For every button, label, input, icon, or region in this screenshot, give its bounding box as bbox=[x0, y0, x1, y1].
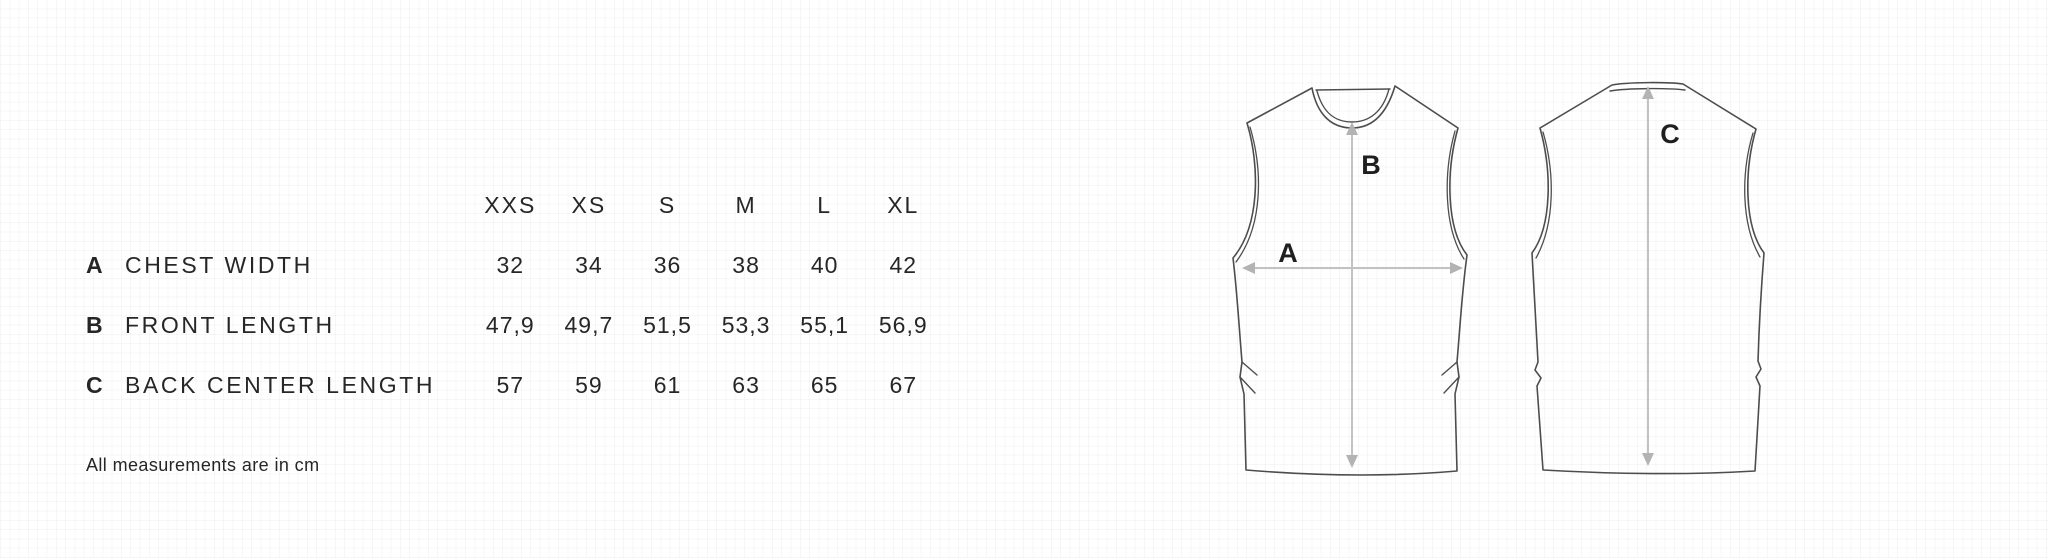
units-footnote: All measurements are in cm bbox=[86, 455, 320, 475]
cell-value: 55,1 bbox=[800, 311, 850, 338]
size-header-xs: XS bbox=[571, 191, 607, 218]
diagram-label-a: A bbox=[1278, 238, 1298, 268]
measurement-arrow-c bbox=[1642, 86, 1654, 466]
cell-value: 65 bbox=[810, 371, 839, 398]
size-header-m: M bbox=[735, 191, 757, 218]
front-left-wrinkle-marks bbox=[1239, 361, 1258, 394]
back-vest-outline bbox=[1531, 81, 1765, 475]
cell-value: 56,9 bbox=[878, 311, 928, 338]
cell-value: 36 bbox=[653, 251, 682, 278]
front-vest-outline bbox=[1232, 85, 1468, 476]
row-name-front-length: FRONT LENGTH bbox=[125, 311, 335, 338]
row-letter-a: A bbox=[86, 251, 104, 278]
diagram-label-b: B bbox=[1361, 150, 1381, 180]
cell-value: 63 bbox=[732, 371, 760, 398]
cell-value: 49,7 bbox=[564, 311, 614, 338]
size-header-xl: XL bbox=[887, 191, 920, 218]
measurement-arrow-b bbox=[1346, 122, 1358, 468]
back-left-armhole-binding bbox=[1535, 131, 1552, 259]
diagram-label-c: C bbox=[1660, 119, 1680, 149]
cell-value: 40 bbox=[810, 251, 839, 278]
row-letter-b: B bbox=[86, 311, 104, 338]
cell-value: 42 bbox=[889, 251, 918, 278]
cell-value: 67 bbox=[889, 371, 918, 398]
front-left-armhole-binding bbox=[1235, 126, 1260, 263]
row-letter-c: C bbox=[86, 371, 104, 398]
cell-value: 53,3 bbox=[721, 311, 771, 338]
cell-value: 51,5 bbox=[643, 311, 692, 338]
cell-value: 34 bbox=[575, 251, 603, 278]
cell-value: 32 bbox=[496, 251, 525, 278]
cell-value: 59 bbox=[575, 371, 603, 398]
size-header-xxs: XXS bbox=[484, 191, 537, 218]
size-table: XXS XS S M L XL A CHEST WIDTH 32 34 36 3… bbox=[86, 175, 943, 415]
cell-value: 47,9 bbox=[485, 311, 535, 338]
row-name-chest-width: CHEST WIDTH bbox=[125, 251, 313, 278]
cell-value: 38 bbox=[732, 251, 760, 278]
size-header-l: L bbox=[817, 191, 833, 218]
front-vest-diagram bbox=[1232, 85, 1468, 476]
back-vest-diagram bbox=[1531, 81, 1765, 475]
cell-value: 57 bbox=[496, 371, 525, 398]
front-right-wrinkle-marks bbox=[1441, 361, 1460, 394]
back-right-armhole-binding bbox=[1744, 132, 1761, 258]
front-collar-back-line bbox=[1315, 88, 1391, 91]
cell-value: 61 bbox=[653, 371, 682, 398]
front-right-armhole-binding bbox=[1446, 130, 1465, 260]
row-name-back-center-length: BACK CENTER LENGTH bbox=[125, 371, 436, 398]
size-header-s: S bbox=[658, 191, 677, 218]
